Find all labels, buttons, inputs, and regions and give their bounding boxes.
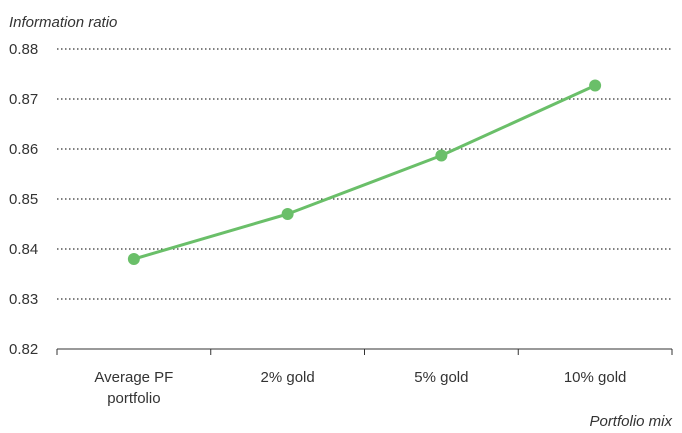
- y-tick-label: 0.87: [9, 91, 38, 108]
- x-tick-label-line: 5% gold: [414, 369, 468, 386]
- data-point: [281, 208, 294, 220]
- series-line: [127, 79, 602, 265]
- gridlines: [57, 48, 672, 300]
- y-tick-label: 0.82: [9, 341, 38, 358]
- x-tick-label-line: portfolio: [107, 390, 160, 407]
- y-tick-label: 0.86: [9, 141, 38, 158]
- x-tick-label-line: 10% gold: [564, 369, 627, 386]
- y-tick-label: 0.84: [9, 241, 38, 258]
- x-tick-label-line: 2% gold: [261, 369, 315, 386]
- data-point: [435, 149, 448, 162]
- series-polyline: [133, 84, 596, 261]
- x-tick-label: 10% gold: [564, 369, 627, 386]
- x-tick-label: 2% gold: [261, 369, 315, 386]
- y-axis-title: Information ratio: [9, 14, 117, 31]
- x-axis: Average PF portfolio 2% gold 5% gold 10% gol…: [56, 348, 673, 407]
- data-point: [127, 253, 140, 265]
- x-tick-label: 5% gold: [414, 369, 468, 386]
- x-tick-label: Average PF portfolio: [94, 369, 173, 407]
- y-axis-ticks: 0.82 0.83 0.84 0.85 0.86 0.87 0.88: [9, 41, 38, 358]
- data-point: [589, 79, 602, 92]
- y-tick-label: 0.85: [9, 191, 38, 208]
- y-tick-label: 0.83: [9, 291, 38, 308]
- x-tick-label-line: Average PF: [94, 369, 173, 386]
- y-tick-label: 0.88: [9, 41, 38, 58]
- x-axis-title: Portfolio mix: [589, 413, 672, 430]
